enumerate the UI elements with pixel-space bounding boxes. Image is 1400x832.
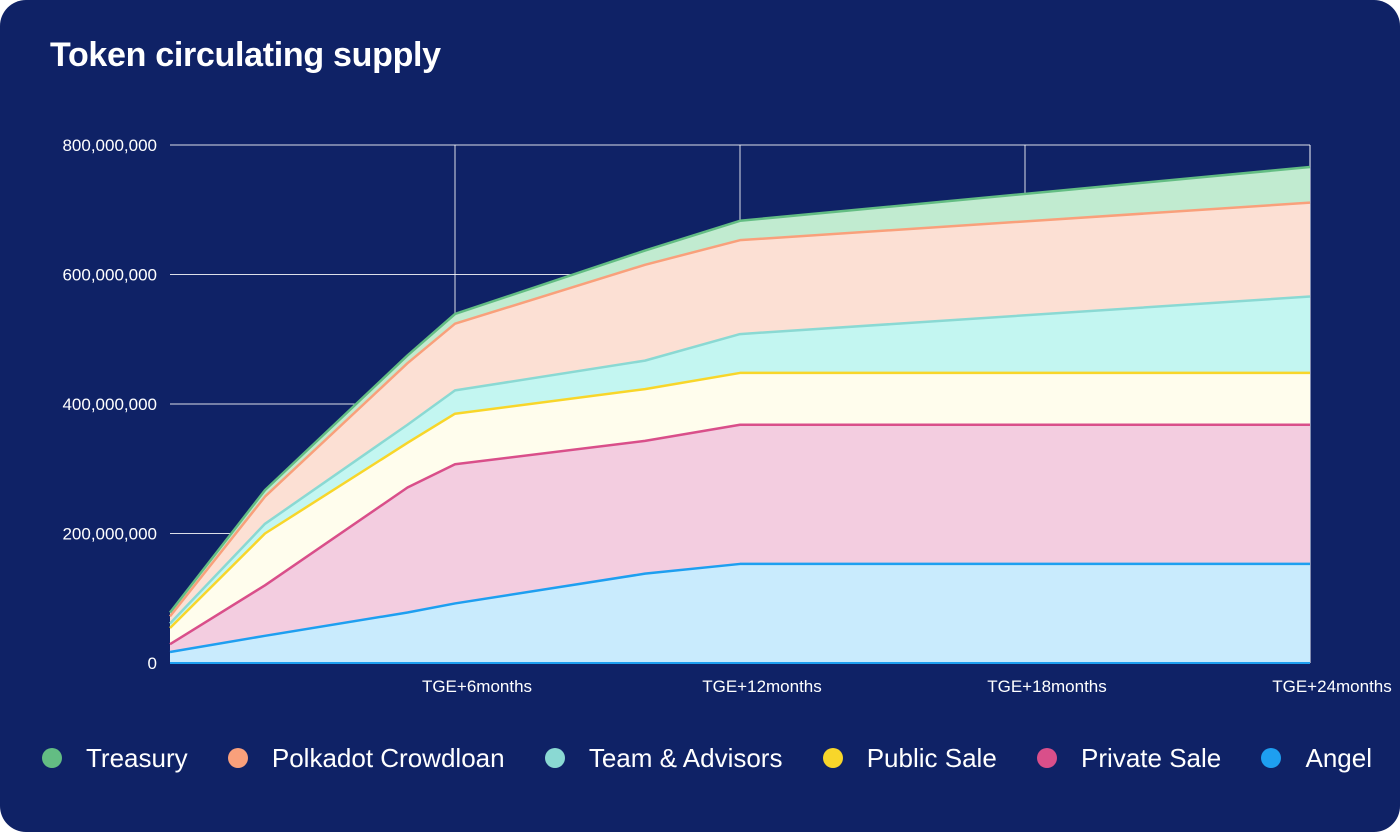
legend-label: Team & Advisors	[588, 742, 783, 773]
line-public-sale	[169, 371, 1310, 629]
legend-item: Public Sale	[822, 742, 997, 774]
y-tick-label: 200,000,000	[62, 525, 157, 544]
legend-swatch	[544, 748, 565, 768]
line-team-advisors	[169, 295, 1311, 625]
legend-label: Private Sale	[1081, 742, 1222, 773]
area-public-sale	[170, 372, 1310, 645]
legend-item: Private Sale	[1037, 743, 1221, 774]
legend-item: Polkadot Crowdloan	[227, 742, 505, 774]
series-lines	[169, 165, 1311, 664]
area-team-advisors	[170, 296, 1310, 629]
area-fills	[170, 167, 1310, 663]
legend-label: Angel	[1305, 742, 1372, 773]
line-treasury	[169, 165, 1311, 614]
legend-swatch	[227, 748, 248, 768]
chart-title: Token circulating supply	[50, 36, 441, 74]
legend-item: Team & Advisors	[544, 742, 783, 774]
x-axis-tick-labels: TGE+6months TGE+12months TGE+18months TGE+2…	[422, 677, 1392, 696]
legend-label: Treasury	[86, 742, 188, 773]
legend-item: Treasury	[42, 743, 188, 774]
area-angel	[170, 563, 1310, 663]
x-tick-label: TGE+24months	[1272, 677, 1392, 696]
chart-legend: Treasury Polkadot Crowdloan Team & Advisor…	[42, 736, 1372, 780]
area-private-sale	[170, 424, 1310, 652]
legend-swatch	[1037, 748, 1058, 768]
legend-swatch	[1261, 748, 1282, 768]
line-angel	[169, 562, 1310, 654]
legend-label: Public Sale	[866, 742, 997, 773]
y-tick-label: 400,000,000	[62, 395, 157, 414]
legend-item: Angel	[1261, 743, 1372, 774]
legend-swatch	[42, 748, 62, 768]
y-tick-label: 800,000,000	[62, 136, 157, 155]
x-tick-label: TGE+18months	[987, 677, 1107, 696]
y-tick-label: 0	[148, 654, 157, 673]
x-tick-label: TGE+12months	[702, 677, 822, 696]
line-polkadot-crowdloan	[169, 201, 1311, 618]
legend-swatch	[822, 748, 843, 768]
y-tick-label: 600,000,000	[62, 266, 157, 285]
line-private-sale	[169, 423, 1310, 646]
legend-label: Polkadot Crowdloan	[271, 742, 505, 773]
area-polkadot-crowdloan	[170, 202, 1310, 624]
y-axis-tick-labels: 0 200,000,000 400,000,000 600,000,000 800,00…	[62, 136, 157, 673]
x-tick-label: TGE+6months	[422, 677, 532, 696]
